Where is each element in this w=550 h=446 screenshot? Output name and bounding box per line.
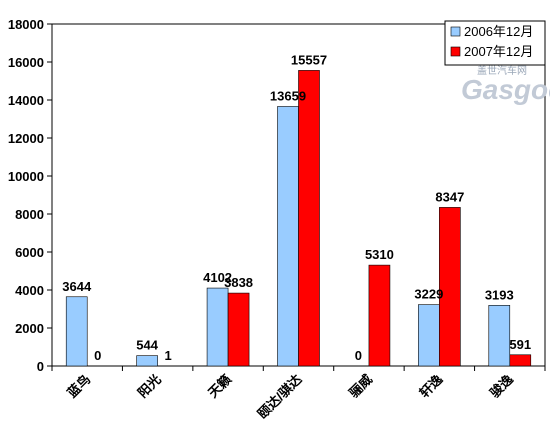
y-tick-label: 0 <box>37 359 44 374</box>
data-label: 3838 <box>224 275 253 290</box>
bar-2007 <box>368 264 391 367</box>
y-tick-label: 12000 <box>8 131 44 146</box>
y-tick-label: 16000 <box>8 55 44 70</box>
bar-2006 <box>418 304 440 367</box>
y-tick-label: 4000 <box>15 283 44 298</box>
y-axis: 0 2000 4000 6000 8000 10000 12000 14000 16000 180… <box>8 17 52 374</box>
y-tick-label: 10000 <box>8 169 44 184</box>
data-label: 13659 <box>270 88 306 103</box>
bar-2007 <box>227 292 250 367</box>
y-tick-label: 14000 <box>8 93 44 108</box>
y-tick-label: 6000 <box>15 245 44 260</box>
bar-2007 <box>298 70 320 367</box>
legend-box <box>444 20 546 66</box>
bar-2006 <box>277 106 299 367</box>
data-label: 0 <box>94 348 101 363</box>
bar-2007 <box>509 354 532 367</box>
bars <box>65 70 532 367</box>
watermark: 盖世汽车网 Gasgoo <box>461 64 550 105</box>
data-label: 591 <box>509 337 531 352</box>
data-label: 4102 <box>203 270 232 285</box>
data-label: 15557 <box>291 52 327 67</box>
bar-2006 <box>65 296 88 367</box>
data-label: 3644 <box>62 279 92 294</box>
watermark-cn: 盖世汽车网 <box>477 64 527 77</box>
bar-2006 <box>488 305 511 367</box>
data-label: 0 <box>355 348 362 363</box>
legend-label-2007: 2007年12月 <box>464 44 533 59</box>
y-tick-label: 2000 <box>15 321 44 336</box>
data-label: 3229 <box>414 287 443 302</box>
watermark-logo: Gasgoo <box>461 74 550 105</box>
legend: 2006年12月 2007年12月 <box>444 20 546 66</box>
bar-2006 <box>136 355 158 367</box>
data-label: 8347 <box>435 189 464 204</box>
data-label: 5310 <box>365 247 394 262</box>
bar-2006 <box>206 287 229 367</box>
legend-swatch-2007 <box>450 46 461 57</box>
legend-label-2006: 2006年12月 <box>464 24 533 39</box>
legend-swatch-2006 <box>450 26 461 37</box>
y-tick-label: 8000 <box>15 207 44 222</box>
data-label: 3193 <box>485 287 514 302</box>
bar-2007 <box>439 207 461 367</box>
y-tick-label: 18000 <box>8 17 44 32</box>
data-label: 544 <box>136 338 158 353</box>
data-label: 1 <box>165 348 172 363</box>
